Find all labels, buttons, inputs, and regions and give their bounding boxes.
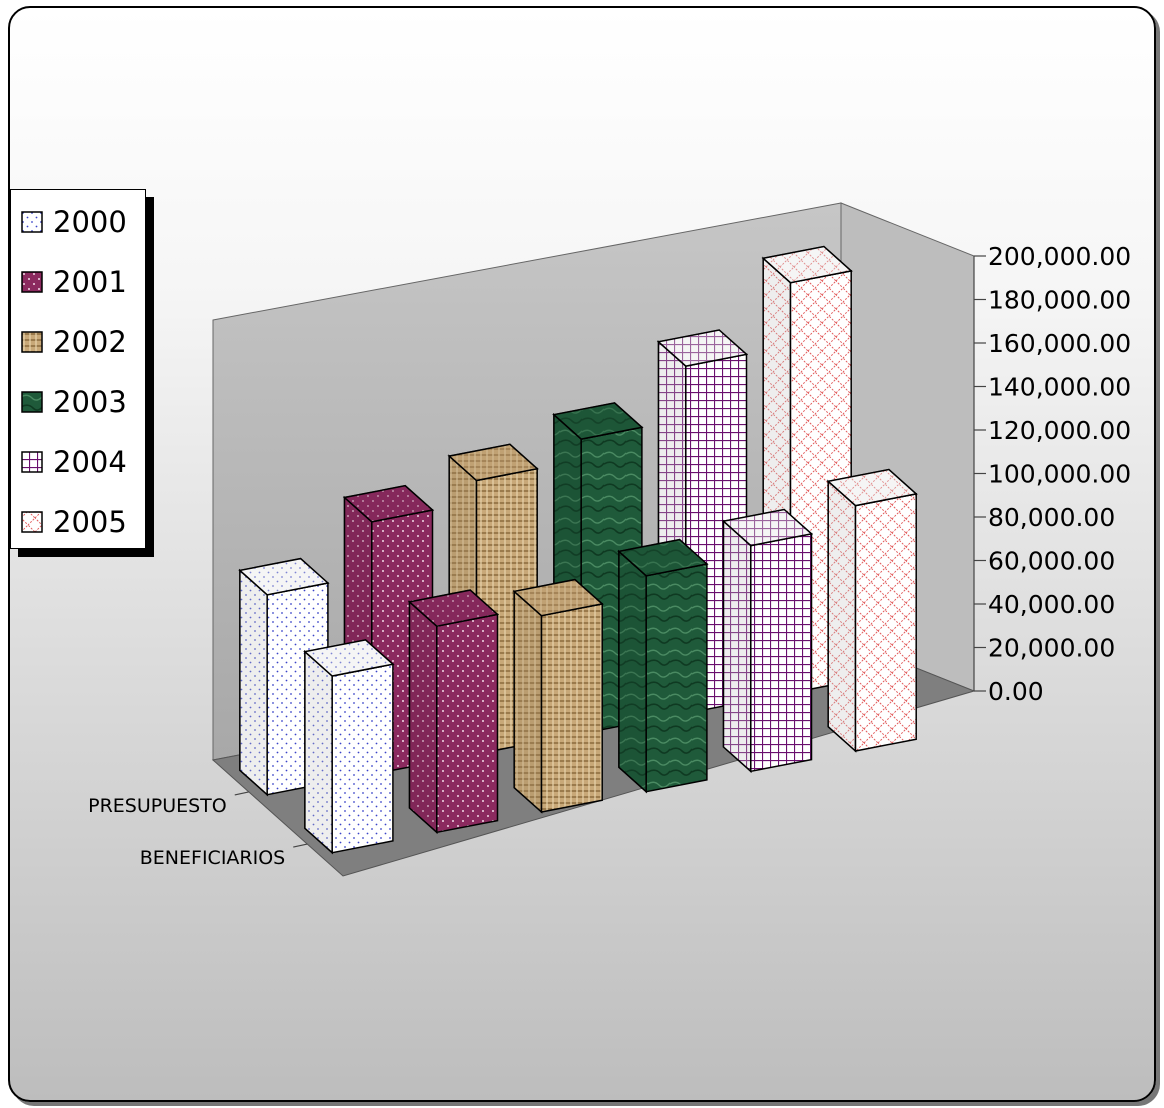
y-tick-label: 180,000.00: [988, 286, 1131, 315]
bar-beneficiarios-2003: [617, 538, 709, 794]
category-label: PRESUPUESTO: [88, 795, 227, 817]
bar-left-texture: [827, 479, 857, 753]
chart-svg: 0.00 20,000.00 40,000.00 60,000.00 80,000.00…: [88, 202, 1131, 877]
legend: 2000 2001 2002 2003 2004 2005: [10, 189, 146, 549]
bar-top-texture: [761, 245, 853, 284]
bar-top-texture: [407, 589, 500, 628]
y-tick-label: 80,000.00: [988, 503, 1115, 532]
legend-item-2000: 2000: [21, 202, 127, 242]
legend-swatch: [21, 391, 43, 413]
bar-beneficiarios-2004: [721, 508, 814, 773]
category-tick-mark: [234, 791, 249, 796]
bar-beneficiarios-2000: [303, 639, 395, 855]
bar-front-face: [854, 492, 917, 752]
legend-item-2003: 2003: [21, 382, 127, 422]
legend-swatch: [21, 211, 43, 233]
legend-swatch: [21, 271, 43, 293]
bar-front-face: [436, 613, 499, 834]
category-labels: PRESUPUESTO BENEFICIARIOS: [88, 791, 308, 869]
legend-label: 2004: [53, 445, 127, 479]
bar-top-texture: [447, 443, 539, 482]
category-tick-mark: [293, 843, 308, 848]
bar-top-texture: [552, 402, 644, 440]
y-tick-label: 160,000.00: [988, 329, 1131, 358]
y-tick-label: 100,000.00: [988, 460, 1131, 489]
bar-top-texture: [721, 508, 814, 547]
y-tick-label: 20,000.00: [988, 634, 1115, 663]
bar-left-texture: [513, 589, 543, 814]
legend-item-2005: 2005: [21, 502, 127, 542]
bar-beneficiarios-2005: [826, 468, 918, 753]
bar-left-texture: [618, 549, 647, 794]
y-tick-label: 200,000.00: [988, 242, 1131, 271]
bar-top-texture: [342, 484, 435, 523]
y-tick-label: 140,000.00: [988, 373, 1131, 402]
bars: [238, 245, 918, 855]
chart-frame: 0.00 20,000.00 40,000.00 60,000.00 80,000.00…: [8, 6, 1156, 1102]
bar-left-texture: [304, 650, 333, 855]
legend-item-2002: 2002: [21, 322, 127, 362]
bar-top-texture: [617, 538, 709, 577]
bar-front-face: [540, 602, 603, 813]
category-label: BENEFICIARIOS: [140, 847, 285, 869]
y-tick-label: 40,000.00: [988, 590, 1115, 619]
bar-top-texture: [303, 639, 395, 677]
bar-beneficiarios-2001: [407, 589, 500, 834]
legend-label: 2001: [53, 265, 127, 299]
bar-left-texture: [408, 600, 438, 834]
legend-label: 2002: [53, 325, 127, 359]
legend-label: 2005: [53, 505, 127, 539]
legend-item-2001: 2001: [21, 262, 127, 302]
bar-top-texture: [238, 557, 330, 596]
bar-top-texture: [512, 578, 604, 617]
legend-label: 2003: [53, 385, 127, 419]
legend-item-2004: 2004: [21, 442, 127, 482]
bar-left-texture: [239, 568, 268, 797]
bar-front-face: [750, 532, 813, 773]
bar-top-texture: [826, 468, 918, 507]
legend-swatch: [21, 451, 43, 473]
legend-swatch: [21, 331, 43, 353]
bar-beneficiarios-2002: [512, 578, 604, 814]
bar-front-face: [645, 563, 708, 793]
y-tick-label: 60,000.00: [988, 547, 1115, 576]
y-axis: 0.00 20,000.00 40,000.00 60,000.00 80,000.00…: [973, 242, 1131, 706]
legend-label: 2000: [53, 205, 127, 239]
y-tick-label: 120,000.00: [988, 416, 1131, 445]
bar-top-texture: [656, 329, 749, 367]
legend-swatch: [21, 511, 43, 533]
y-tick-label: 0.00: [988, 677, 1044, 706]
bar-left-texture: [722, 519, 752, 773]
bar-front-face: [331, 663, 394, 854]
